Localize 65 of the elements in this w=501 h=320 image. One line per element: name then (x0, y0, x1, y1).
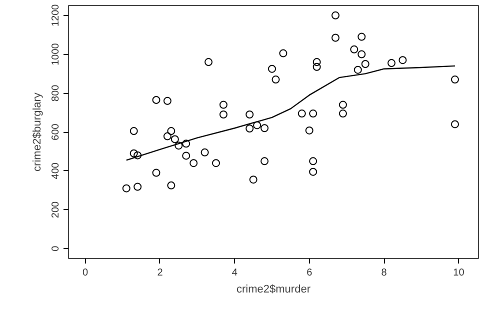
point (272, 76, 280, 84)
point (170, 135, 179, 144)
point (358, 32, 366, 41)
point (163, 132, 172, 140)
point (163, 96, 172, 105)
point (152, 96, 160, 104)
y-tick-label: 1000 (50, 42, 62, 66)
x-axis-title: crime2$murder (236, 284, 311, 296)
point (212, 159, 220, 168)
point (361, 60, 370, 68)
y-tick-label: 400 (50, 162, 62, 180)
x-tick-label: 8 (381, 268, 388, 278)
point (219, 100, 228, 109)
point (398, 56, 407, 64)
point (312, 62, 321, 71)
point (246, 124, 254, 132)
point (249, 176, 258, 184)
point (167, 127, 176, 136)
point (204, 58, 213, 66)
point (182, 140, 190, 148)
y-tick-label: 200 (50, 200, 62, 218)
point (182, 152, 190, 160)
point (134, 182, 142, 191)
point (152, 168, 160, 177)
point (450, 120, 459, 128)
point (268, 64, 276, 73)
point (134, 151, 142, 160)
x-tick-label: 0 (82, 268, 89, 278)
point (350, 45, 358, 54)
point (338, 110, 347, 118)
point (312, 58, 321, 66)
y-tick-label: 1200 (50, 4, 62, 27)
point (190, 159, 198, 168)
point (309, 168, 318, 176)
point (122, 184, 130, 192)
point (260, 124, 269, 132)
y-axis-title: crime2$burglary (32, 92, 44, 172)
point (331, 34, 340, 42)
point (331, 11, 340, 20)
x-tick-label: 2 (157, 268, 164, 278)
point (450, 76, 459, 84)
point (219, 110, 228, 119)
x-tick-label: 4 (232, 268, 238, 278)
x-tick-label: 6 (306, 268, 313, 278)
point (253, 121, 262, 130)
y-tick-label: 600 (50, 123, 62, 140)
point (260, 157, 269, 166)
point (358, 50, 366, 58)
point (130, 127, 138, 136)
point (305, 126, 314, 134)
y-tick-label: 800 (50, 84, 62, 102)
point (387, 59, 396, 68)
point (130, 149, 138, 158)
point (309, 110, 318, 118)
point (338, 100, 347, 109)
point (246, 110, 254, 119)
point (279, 49, 288, 58)
x-tick-label: 10 (453, 268, 465, 278)
point (167, 181, 176, 190)
point (309, 157, 318, 166)
point (200, 148, 209, 156)
point (174, 142, 183, 150)
y-tick-label: 0 (50, 245, 62, 252)
point (354, 66, 362, 74)
point (298, 110, 306, 118)
